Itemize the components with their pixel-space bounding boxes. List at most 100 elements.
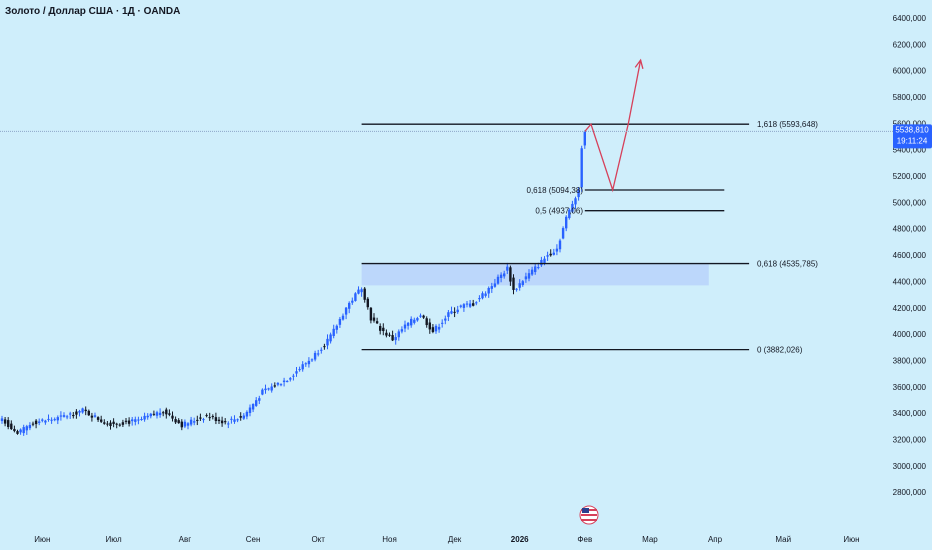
candle-body	[261, 389, 264, 395]
candle-body	[162, 412, 165, 414]
price-tick-label: 3200,000	[893, 435, 927, 444]
candle-body	[112, 421, 115, 425]
candle-body	[385, 332, 388, 336]
candle-body	[543, 258, 546, 263]
candle-body	[453, 311, 456, 313]
candle-body	[524, 276, 528, 280]
candle-body	[214, 417, 218, 422]
price-tick-label: 3800,000	[893, 356, 927, 365]
candle-body	[62, 415, 66, 417]
candle-body	[357, 289, 360, 294]
price-badge-countdown: 19:11:24	[897, 136, 928, 145]
candle-body	[549, 253, 552, 256]
time-tick-label: Июл	[105, 535, 122, 544]
candle-body	[568, 209, 571, 219]
candle-body	[472, 303, 475, 306]
candle-body	[301, 364, 304, 370]
candle-body	[155, 412, 159, 416]
candle-body	[462, 304, 466, 308]
candle-body	[561, 228, 565, 239]
candle-body	[140, 419, 143, 421]
price-axis[interactable]: 6400,000 6200,000 6000,000 5800,000 5600,000…	[893, 14, 927, 497]
candle-body	[146, 415, 149, 418]
candle-body	[208, 417, 211, 419]
candle-body	[456, 309, 459, 313]
candle-body	[47, 418, 50, 420]
candle-body	[323, 346, 326, 348]
candle-body	[255, 400, 258, 406]
candle-body	[577, 189, 580, 198]
candle-body	[521, 281, 524, 285]
candle-body	[276, 382, 280, 385]
candle-body	[286, 381, 289, 383]
time-tick-label: Май	[775, 535, 791, 544]
candle-body	[248, 407, 252, 413]
candle-body	[127, 420, 131, 424]
candle-body	[515, 288, 518, 290]
time-tick-label: Дек	[448, 535, 462, 544]
candle-body	[270, 386, 273, 391]
candle-body	[171, 415, 174, 419]
candle-body	[326, 338, 329, 346]
candle-body	[34, 420, 38, 425]
candle-body	[121, 422, 125, 425]
candle-body	[379, 326, 382, 331]
candle-body	[574, 198, 577, 205]
candle-body	[41, 419, 44, 421]
candle-body	[348, 302, 351, 309]
candle-body	[416, 318, 419, 321]
candle-body	[403, 324, 407, 329]
candle-body	[400, 329, 404, 332]
time-tick-label: Апр	[708, 535, 723, 544]
candle-body	[332, 328, 335, 336]
candle-body	[565, 216, 568, 229]
candle-body	[580, 148, 583, 188]
candle-body	[53, 419, 56, 421]
candle-body	[103, 422, 106, 424]
candle-body	[251, 403, 255, 410]
candle-body	[338, 318, 342, 325]
candle-body	[96, 417, 100, 420]
candle-body	[217, 419, 221, 422]
candle-body	[72, 415, 75, 417]
candle-body	[366, 298, 369, 308]
candle-body	[447, 312, 450, 317]
candle-body	[158, 412, 162, 416]
candle-body	[419, 315, 422, 317]
candle-body	[267, 388, 270, 390]
candle-body	[16, 431, 19, 434]
candle-body	[118, 424, 121, 426]
candle-body	[25, 426, 28, 431]
candle-body	[465, 303, 469, 305]
price-tick-label: 4600,000	[893, 251, 927, 260]
time-axis[interactable]: Июн Июл Авг Сен Окт Ноя Дек 2026 Фев Мар Апр Май Июн	[34, 535, 859, 544]
candle-body	[552, 252, 555, 255]
candle-body	[583, 131, 586, 146]
fib-level-label: 0,618 (4535,785)	[757, 260, 818, 269]
price-tick-label: 4800,000	[893, 225, 927, 234]
candle-body	[220, 420, 224, 424]
candle-body	[227, 423, 230, 425]
price-tick-label: 2800,000	[893, 488, 927, 497]
candle-body	[177, 420, 180, 424]
candle-body	[174, 419, 177, 423]
candle-body	[335, 325, 338, 330]
candle-body	[22, 427, 25, 434]
projection-line[interactable]	[584, 60, 642, 193]
candle-body	[115, 423, 118, 425]
candle-body	[512, 277, 515, 290]
candle-body	[196, 419, 199, 421]
price-tick-label: 5200,000	[893, 172, 927, 181]
candle-body	[65, 416, 69, 418]
candle-body	[313, 352, 317, 360]
candle-body	[382, 327, 385, 332]
price-tick-label: 5400,000	[893, 146, 927, 155]
candle-body	[351, 300, 354, 303]
candle-body	[391, 335, 394, 341]
candle-body	[87, 410, 90, 416]
candle-body	[239, 416, 242, 418]
candle-body	[124, 420, 128, 422]
candle-body	[211, 416, 214, 418]
candle-body	[413, 319, 416, 323]
